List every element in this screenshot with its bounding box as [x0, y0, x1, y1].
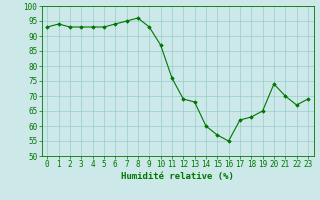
- X-axis label: Humidité relative (%): Humidité relative (%): [121, 172, 234, 181]
